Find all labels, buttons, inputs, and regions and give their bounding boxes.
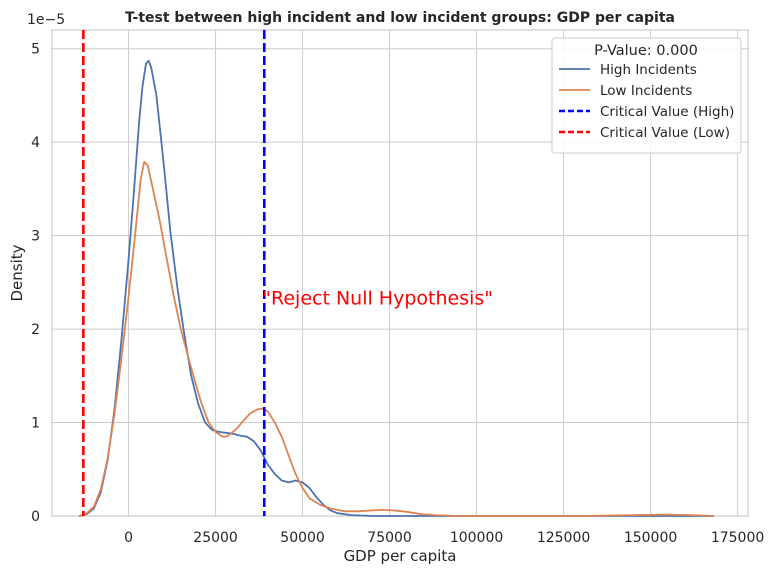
legend-box — [551, 37, 742, 154]
y-axis-label: Density — [8, 244, 26, 301]
chart-title: T-test between high incident and low inc… — [125, 10, 675, 26]
x-axis-label: GDP per capita — [344, 547, 457, 565]
legend-item-high-incidents-label: High Incidents — [600, 62, 697, 78]
y-tick-label: 2 — [31, 322, 40, 338]
series-line-low-incidents — [78, 160, 715, 517]
x-tick-label: 175000 — [711, 530, 764, 546]
x-tick-label: 50000 — [280, 530, 325, 546]
legend-item-low-incidents-label: Low Incidents — [600, 83, 692, 99]
y-tick-label: 1 — [31, 416, 40, 432]
x-tick-labels: 0 25000 50000 75000 100000 125000 150000 175000 — [124, 530, 764, 546]
series-layer — [78, 59, 715, 517]
y-tick-label: 4 — [31, 135, 40, 151]
x-tick-label: 0 — [124, 530, 133, 546]
y-tick-labels: 0 1 2 3 4 5 — [31, 42, 40, 525]
x-tick-label: 75000 — [367, 530, 412, 546]
x-tick-label: 25000 — [193, 530, 238, 546]
legend-entries: High Incidents Low Incidents Critical Valu… — [559, 62, 734, 141]
x-tick-label: 100000 — [450, 530, 503, 546]
legend: P-Value: 0.000 High Incidents Low Inciden… — [551, 37, 742, 154]
critical-value-lines — [82, 30, 266, 516]
legend-item-critical-low-label: Critical Value (Low) — [600, 125, 730, 141]
y-tick-label: 5 — [31, 42, 40, 58]
x-tick-label: 150000 — [624, 530, 677, 546]
legend-item-critical-high-label: Critical Value (High) — [600, 104, 734, 120]
annotation-text: "Reject Null Hypothesis" — [262, 287, 493, 309]
legend-title: P-Value: 0.000 — [594, 43, 698, 59]
x-tick-label: 125000 — [537, 530, 590, 546]
y-tick-label: 3 — [31, 229, 40, 245]
y-tick-label: 0 — [31, 509, 40, 525]
y-offset-label: 1e−5 — [27, 12, 65, 28]
